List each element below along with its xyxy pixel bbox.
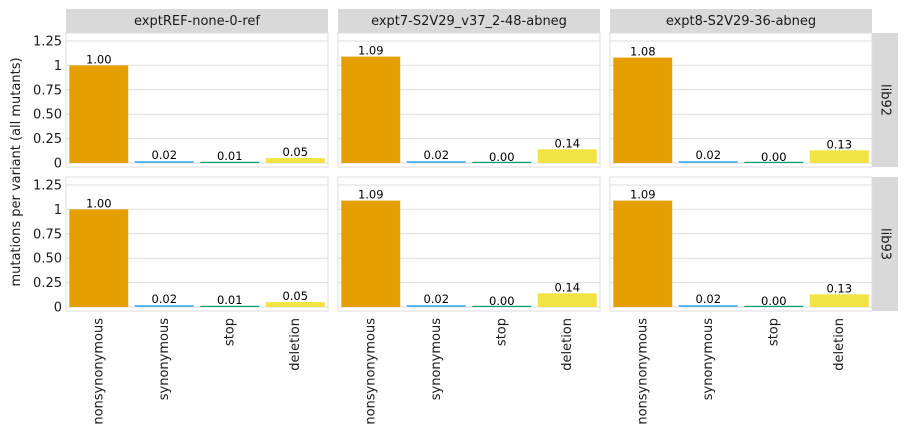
y-tick-label: 1	[54, 59, 62, 74]
y-tick-label: 0.25	[33, 132, 62, 147]
bar-value-label: 0.02	[423, 292, 449, 306]
bar-stop	[472, 161, 532, 163]
bar-value-label: 0.01	[217, 149, 243, 163]
y-tick-label: 1.25	[33, 179, 62, 194]
bar-value-label: 1.00	[86, 196, 112, 210]
bar-value-label: 1.09	[630, 188, 656, 202]
x-tick-label: synonymous	[157, 318, 172, 400]
bar-nonsynonymous	[613, 200, 673, 307]
bar-nonsynonymous	[69, 209, 129, 307]
bar-deletion	[537, 149, 597, 163]
y-axis-label: mutations per variant (all mutants)	[9, 57, 24, 286]
row-strip-label: lib93	[878, 228, 893, 260]
bar-stop	[744, 161, 804, 163]
bar-value-label: 0.00	[761, 150, 787, 164]
x-tick-label: synonymous	[429, 318, 444, 400]
x-tick-label: nonsynonymous	[635, 318, 650, 425]
bar-value-label: 0.00	[489, 294, 515, 308]
row-strip	[872, 33, 898, 167]
bar-value-label: 0.05	[282, 145, 308, 159]
bar-value-label: 0.02	[695, 292, 721, 306]
column-strip	[610, 9, 872, 33]
bar-value-label: 0.02	[695, 148, 721, 162]
x-tick-label: deletion	[832, 318, 847, 371]
row-strip	[872, 177, 898, 311]
bar-value-label: 0.02	[151, 148, 177, 162]
x-tick-label: deletion	[560, 318, 575, 371]
bar-nonsynonymous	[341, 200, 401, 307]
row-strip-label: lib92	[878, 84, 893, 116]
bar-nonsynonymous	[69, 65, 129, 163]
bar-deletion	[809, 150, 869, 163]
x-tick-label: deletion	[288, 318, 303, 371]
y-tick-label: 0.50	[33, 108, 62, 123]
bar-stop	[200, 161, 260, 163]
y-tick-label: 0	[54, 157, 62, 172]
bar-nonsynonymous	[613, 57, 673, 164]
column-strip	[338, 9, 600, 33]
bar-synonymous	[406, 161, 466, 163]
x-tick-label: stop	[222, 318, 237, 346]
column-strip-label: exptREF-none-0-ref	[134, 14, 260, 29]
x-tick-label: stop	[766, 318, 781, 346]
column-strip	[66, 9, 328, 33]
bar-value-label: 0.02	[423, 148, 449, 162]
y-tick-label: 1.25	[33, 35, 62, 50]
column-strip-label: expt8-S2V29-36-abneg	[666, 14, 816, 29]
y-tick-label: 0.75	[33, 83, 62, 98]
x-tick-label: nonsynonymous	[91, 318, 106, 425]
bar-value-label: 0.01	[217, 293, 243, 307]
bar-value-label: 1.00	[86, 52, 112, 66]
y-tick-label: 0	[54, 301, 62, 316]
bar-deletion	[265, 158, 325, 163]
x-tick-label: synonymous	[701, 318, 716, 400]
bar-deletion	[537, 293, 597, 307]
y-tick-label: 0.75	[33, 227, 62, 242]
bar-synonymous	[678, 161, 738, 163]
bar-value-label: 0.14	[554, 280, 580, 294]
chart-panels: exptREF-none-0-ref expt7-S2V29_v37_2-48-a…	[33, 9, 898, 425]
column-strip-label: expt7-S2V29_v37_2-48-abneg	[371, 14, 567, 29]
bar-value-label: 0.02	[151, 292, 177, 306]
bar-value-label: 1.09	[358, 188, 384, 202]
y-tick-label: 0.25	[33, 276, 62, 291]
bar-value-label: 0.13	[826, 137, 852, 151]
bar-value-label: 0.00	[761, 294, 787, 308]
bar-synonymous	[678, 305, 738, 307]
bar-synonymous	[406, 305, 466, 307]
bar-value-label: 1.08	[630, 45, 656, 59]
bar-stop	[472, 305, 532, 307]
bar-value-label: 0.13	[826, 281, 852, 295]
bar-value-label: 0.14	[554, 136, 580, 150]
y-tick-label: 0.50	[33, 252, 62, 267]
bar-synonymous	[134, 305, 194, 307]
x-tick-label: stop	[494, 318, 509, 346]
y-tick-label: 1	[54, 203, 62, 218]
bar-value-label: 1.09	[358, 44, 384, 58]
bar-synonymous	[134, 161, 194, 163]
bar-nonsynonymous	[341, 56, 401, 164]
bar-value-label: 0.00	[489, 150, 515, 164]
bar-stop	[744, 305, 804, 307]
bar-stop	[200, 305, 260, 307]
bar-deletion	[809, 294, 869, 307]
x-tick-label: nonsynonymous	[363, 318, 378, 425]
bar-value-label: 0.05	[282, 289, 308, 303]
bar-deletion	[265, 302, 325, 307]
